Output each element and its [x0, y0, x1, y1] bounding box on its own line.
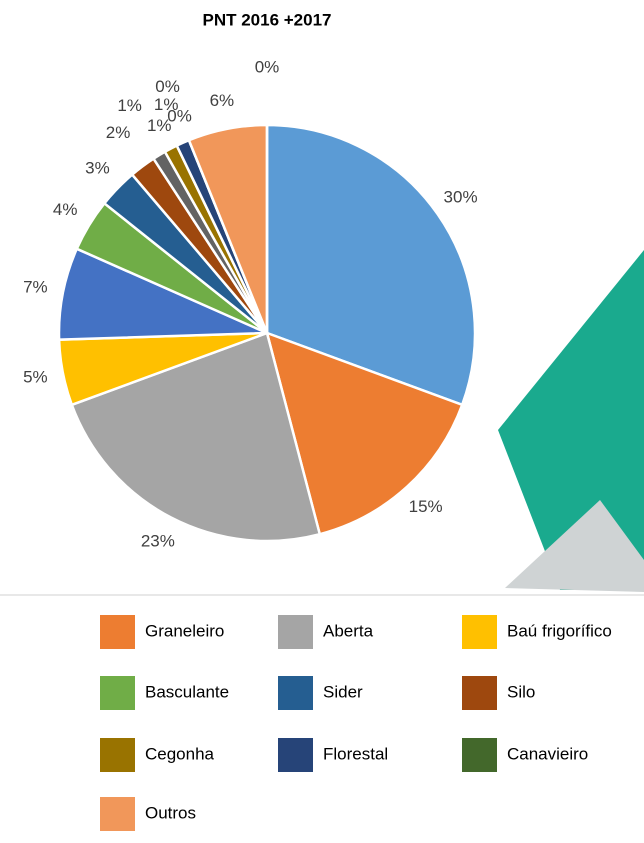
- data-label: 1%: [154, 95, 179, 114]
- data-label: 1%: [117, 96, 142, 115]
- legend-label: Graneleiro: [145, 621, 224, 640]
- decoration: [505, 500, 644, 592]
- legend-swatch: [100, 738, 135, 772]
- legend-swatch: [462, 676, 497, 710]
- chart-title: PNT 2016 +2017: [202, 10, 331, 29]
- legend-swatch: [100, 797, 135, 831]
- legend-label: Baú frigorífico: [507, 621, 612, 640]
- data-label: 30%: [444, 187, 478, 206]
- legend-swatch: [462, 615, 497, 649]
- pie-slice: [70, 331, 322, 543]
- legend-label: Aberta: [323, 621, 374, 640]
- data-label: 0%: [255, 57, 280, 76]
- legend-label: Canavieiro: [507, 744, 588, 763]
- data-label: 2%: [106, 123, 131, 142]
- legend-label: Cegonha: [145, 744, 215, 763]
- legend-swatch: [100, 676, 135, 710]
- data-label: 15%: [409, 497, 443, 516]
- legend-swatch: [278, 738, 313, 772]
- data-label: 23%: [141, 532, 175, 551]
- legend-label: Basculante: [145, 682, 229, 701]
- legend-swatch: [278, 676, 313, 710]
- data-label: 5%: [23, 368, 48, 387]
- data-label: 4%: [53, 200, 78, 219]
- legend-swatch: [278, 615, 313, 649]
- data-label: 0%: [167, 107, 192, 126]
- legend-label: Florestal: [323, 744, 388, 763]
- data-label: 7%: [23, 277, 48, 296]
- legend-label: Outros: [145, 803, 196, 822]
- legend-label: Sider: [323, 682, 363, 701]
- data-label: 1%: [147, 116, 172, 135]
- legend-label: Silo: [507, 682, 535, 701]
- data-label: 3%: [85, 158, 110, 177]
- pie-slice: [265, 330, 464, 536]
- legend-swatch: [100, 615, 135, 649]
- legend-swatch: [462, 738, 497, 772]
- decoration: [498, 250, 644, 590]
- pie-slice: [265, 123, 477, 407]
- data-label: 6%: [210, 91, 235, 110]
- data-label: 0%: [155, 77, 180, 96]
